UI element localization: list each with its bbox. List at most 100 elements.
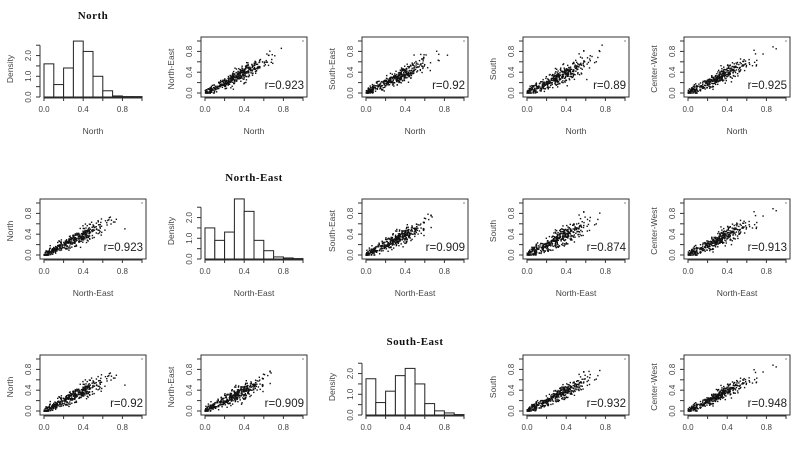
data-point bbox=[568, 227, 571, 229]
data-point bbox=[395, 76, 397, 78]
data-point bbox=[725, 237, 727, 239]
x-axis-label: North bbox=[83, 126, 104, 136]
data-point bbox=[238, 395, 240, 397]
data-point bbox=[528, 90, 530, 92]
data-point bbox=[82, 225, 84, 227]
data-point bbox=[53, 249, 55, 252]
data-point bbox=[269, 382, 271, 385]
data-point bbox=[219, 83, 221, 85]
data-point bbox=[565, 229, 568, 232]
x-tick-label: 0.0 bbox=[199, 105, 211, 114]
data-point bbox=[84, 238, 86, 240]
data-point bbox=[744, 60, 747, 62]
data-point bbox=[397, 234, 399, 237]
data-point bbox=[256, 380, 258, 382]
data-point bbox=[560, 394, 562, 396]
data-point bbox=[57, 249, 59, 251]
data-point bbox=[210, 406, 212, 409]
data-point bbox=[534, 252, 536, 254]
data-point bbox=[575, 228, 577, 230]
data-point bbox=[371, 85, 374, 88]
data-point bbox=[235, 75, 238, 77]
data-point bbox=[46, 407, 49, 410]
data-point bbox=[563, 239, 565, 241]
data-point bbox=[237, 393, 240, 395]
data-point bbox=[385, 77, 388, 80]
data-point bbox=[560, 239, 562, 241]
data-point bbox=[725, 68, 728, 71]
data-point bbox=[581, 68, 583, 70]
data-point bbox=[380, 244, 382, 247]
data-point bbox=[565, 243, 568, 245]
data-point bbox=[740, 62, 742, 65]
data-point bbox=[210, 91, 213, 93]
data-point bbox=[719, 239, 721, 241]
data-point bbox=[230, 81, 232, 84]
data-point bbox=[239, 397, 241, 399]
data-point bbox=[564, 394, 566, 397]
data-point bbox=[370, 253, 372, 256]
data-point bbox=[274, 55, 276, 57]
x-tick-label: 0.0 bbox=[682, 105, 694, 114]
data-point bbox=[575, 61, 578, 64]
data-point bbox=[724, 233, 727, 236]
data-point bbox=[381, 84, 383, 87]
data-point bbox=[398, 80, 400, 83]
data-point bbox=[687, 251, 690, 253]
data-point bbox=[697, 85, 699, 87]
data-point bbox=[569, 67, 571, 69]
data-point bbox=[259, 66, 261, 68]
data-point bbox=[719, 234, 722, 236]
data-point bbox=[532, 92, 534, 94]
data-point bbox=[372, 90, 374, 92]
data-point bbox=[550, 403, 552, 406]
data-point bbox=[572, 223, 575, 225]
data-point bbox=[582, 226, 585, 229]
data-point bbox=[699, 90, 702, 92]
data-point bbox=[395, 70, 397, 72]
data-point bbox=[402, 79, 404, 82]
data-point bbox=[46, 410, 48, 412]
data-point bbox=[58, 404, 60, 406]
data-point bbox=[743, 69, 746, 72]
data-point bbox=[422, 58, 425, 60]
data-point bbox=[241, 393, 244, 395]
data-point bbox=[252, 385, 254, 387]
data-point bbox=[704, 81, 706, 83]
data-point bbox=[529, 253, 531, 256]
data-point bbox=[374, 246, 376, 249]
data-point bbox=[66, 398, 69, 400]
data-point bbox=[723, 230, 726, 232]
data-point bbox=[543, 85, 545, 87]
data-point bbox=[258, 380, 260, 382]
data-point bbox=[204, 409, 207, 412]
data-point bbox=[45, 250, 48, 253]
data-point bbox=[699, 85, 701, 88]
data-point bbox=[579, 217, 582, 220]
data-point bbox=[379, 86, 382, 88]
data-point bbox=[236, 74, 238, 76]
data-point bbox=[234, 395, 236, 397]
data-point bbox=[528, 92, 530, 94]
data-point bbox=[391, 244, 394, 246]
y-axis-label: North-East bbox=[166, 48, 176, 89]
data-point bbox=[731, 230, 733, 232]
data-point bbox=[723, 235, 726, 237]
data-point bbox=[709, 86, 711, 88]
data-point bbox=[258, 66, 260, 68]
data-point bbox=[388, 80, 390, 82]
data-point bbox=[576, 386, 578, 388]
data-point bbox=[568, 231, 570, 233]
data-point bbox=[700, 251, 702, 253]
data-point bbox=[723, 241, 725, 244]
data-point bbox=[408, 71, 410, 73]
data-point bbox=[91, 390, 94, 393]
data-point bbox=[109, 372, 112, 374]
data-point bbox=[395, 75, 397, 77]
data-point bbox=[87, 236, 89, 238]
data-point bbox=[241, 71, 244, 74]
histogram-bar bbox=[443, 412, 455, 416]
data-point bbox=[534, 403, 536, 405]
data-point bbox=[72, 238, 74, 240]
data-point bbox=[79, 391, 82, 394]
